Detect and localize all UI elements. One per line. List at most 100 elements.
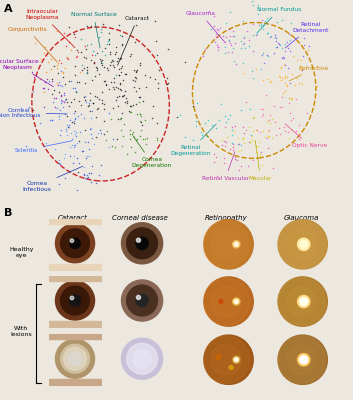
Point <box>139 122 145 128</box>
Point <box>63 126 68 132</box>
Text: Glaucoma: Glaucoma <box>186 11 225 42</box>
Point <box>109 57 114 63</box>
Point <box>270 165 276 172</box>
Point <box>231 28 236 34</box>
Point <box>231 144 236 150</box>
Point <box>117 22 122 28</box>
Point <box>282 128 288 134</box>
Circle shape <box>127 285 157 316</box>
Point <box>222 143 228 149</box>
Point <box>84 172 90 178</box>
Point <box>61 155 66 161</box>
Point <box>238 45 243 51</box>
Point <box>75 168 81 175</box>
Point <box>82 139 88 146</box>
Point <box>250 75 256 81</box>
Point <box>138 113 144 120</box>
Point <box>49 117 55 123</box>
Point <box>73 72 78 78</box>
Point <box>271 49 277 56</box>
Point <box>114 96 119 103</box>
Point <box>227 9 233 15</box>
Point <box>155 120 160 126</box>
Point <box>88 57 94 64</box>
Point <box>265 128 271 134</box>
Point <box>108 79 114 86</box>
Point <box>72 131 78 137</box>
Point <box>254 31 259 37</box>
Point <box>278 64 284 70</box>
Point <box>262 60 267 66</box>
Point <box>92 52 98 58</box>
Point <box>113 44 119 50</box>
Point <box>174 113 180 120</box>
Point <box>256 7 262 14</box>
Circle shape <box>219 300 223 304</box>
Point <box>150 103 156 109</box>
Circle shape <box>278 336 325 383</box>
Point <box>255 10 261 17</box>
Point <box>238 147 244 153</box>
Point <box>287 48 293 54</box>
Point <box>277 74 282 80</box>
Point <box>86 102 91 108</box>
Point <box>137 111 143 118</box>
Point <box>73 85 78 92</box>
Point <box>119 32 124 39</box>
Point <box>117 56 123 62</box>
Point <box>74 187 79 193</box>
Point <box>214 154 219 160</box>
Point <box>204 132 210 139</box>
Point <box>50 98 56 105</box>
Point <box>240 124 246 130</box>
Point <box>107 49 113 55</box>
Point <box>57 82 63 88</box>
Circle shape <box>211 229 241 260</box>
Text: Cornea
Degeneration: Cornea Degeneration <box>132 136 172 168</box>
Point <box>102 52 108 58</box>
Point <box>100 62 105 68</box>
Point <box>66 24 72 30</box>
Point <box>266 116 271 123</box>
Circle shape <box>300 298 308 306</box>
Circle shape <box>136 238 140 242</box>
Point <box>278 65 283 71</box>
Point <box>66 39 72 46</box>
Point <box>233 123 238 130</box>
Point <box>84 69 90 75</box>
Point <box>300 81 305 88</box>
Point <box>117 32 122 38</box>
Point <box>87 90 92 96</box>
Point <box>103 45 108 52</box>
Point <box>282 75 288 81</box>
Point <box>259 17 265 23</box>
Point <box>60 68 66 75</box>
Point <box>287 95 292 101</box>
Point <box>271 102 277 109</box>
Circle shape <box>298 238 310 250</box>
Point <box>84 175 90 182</box>
Point <box>226 49 231 55</box>
Point <box>41 104 46 110</box>
Point <box>301 35 307 42</box>
Point <box>255 2 261 8</box>
Point <box>227 111 233 118</box>
Point <box>110 136 116 142</box>
Text: Retinal Vascular: Retinal Vascular <box>202 152 249 181</box>
Point <box>51 86 56 93</box>
Point <box>42 50 47 56</box>
Point <box>282 80 288 86</box>
Point <box>110 105 116 111</box>
Point <box>223 39 228 45</box>
Point <box>115 103 121 109</box>
Point <box>61 92 66 98</box>
Point <box>79 49 84 56</box>
Point <box>155 80 161 86</box>
Point <box>241 35 246 42</box>
Point <box>96 33 102 40</box>
Point <box>110 62 116 68</box>
Point <box>257 128 262 135</box>
Point <box>285 65 291 72</box>
Point <box>118 115 124 121</box>
Point <box>89 77 95 83</box>
